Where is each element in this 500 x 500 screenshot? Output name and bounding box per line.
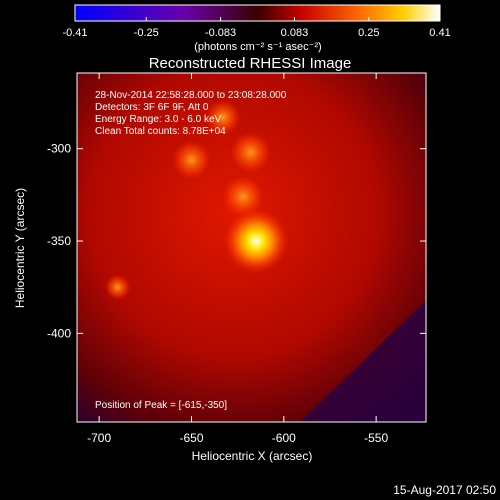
heatmap-image	[77, 73, 426, 422]
y-tick-label: -400	[47, 326, 71, 340]
emission-source	[222, 175, 264, 218]
emission-source	[230, 132, 271, 173]
colorbar-tick-label: 0.25	[358, 27, 379, 39]
x-tick-label: -700	[87, 431, 111, 445]
colorbar-tick-label: -0.41	[62, 27, 87, 39]
info-line-counts: Clean Total counts: 8.78E+04	[95, 126, 226, 137]
colorbar-tick-label: 0.083	[281, 27, 309, 39]
emission-source	[104, 274, 131, 300]
y-axis-label: Heliocentric Y (arcsec)	[13, 188, 27, 308]
peak-position-label: Position of Peak = [-615,-350]	[95, 400, 227, 411]
colorbar-tick-label: -0.25	[134, 27, 159, 39]
info-line-energy: Energy Range: 3.0 - 6.0 keV	[95, 114, 222, 125]
image-info: 28-Nov-2014 22:58:28.000 to 23:08:28.000…	[95, 90, 287, 411]
emission-source	[205, 99, 241, 135]
timestamp: 15-Aug-2017 02:50	[393, 483, 496, 497]
colorbar-unit-label: (photons cm⁻² s⁻¹ asec⁻²)	[194, 41, 321, 53]
colorbar-tick-label: 0.41	[429, 27, 450, 39]
x-tick-label: -600	[272, 431, 296, 445]
colorbar	[74, 4, 441, 22]
y-tick-label: -350	[47, 234, 71, 248]
colorbar-tick-label: -0.083	[205, 27, 236, 39]
y-tick-label: -300	[47, 142, 71, 156]
x-axis-label: Heliocentric X (arcsec)	[192, 449, 313, 463]
plot-frame	[76, 72, 427, 423]
info-line-detectors: Detectors: 3F 6F 9F, Att 0	[95, 102, 209, 113]
emission-source	[172, 140, 211, 179]
chart-title: Reconstructed RHESSI Image	[149, 55, 352, 72]
info-line-time: 28-Nov-2014 22:58:28.000 to 23:08:28.000	[95, 90, 287, 101]
x-tick-label: -650	[179, 431, 203, 445]
peak-source	[224, 209, 289, 274]
x-tick-label: -550	[364, 431, 388, 445]
